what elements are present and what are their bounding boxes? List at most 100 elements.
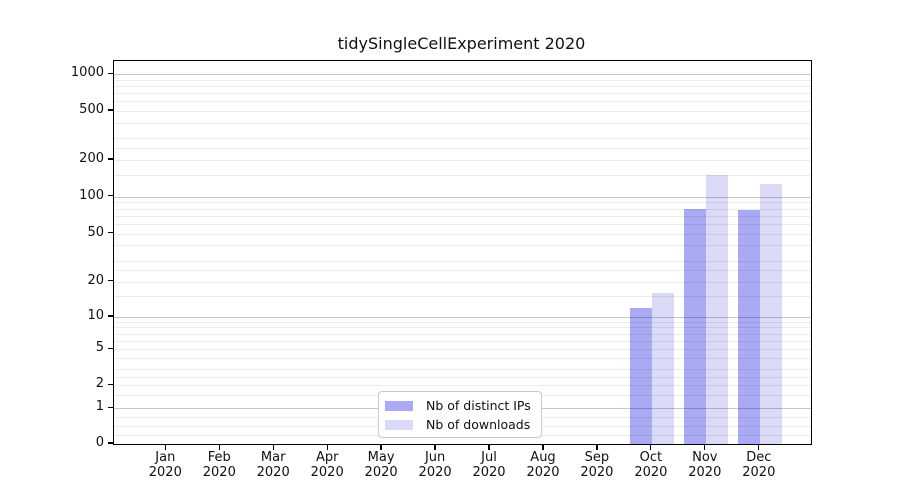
gridline bbox=[114, 138, 811, 140]
x-tick-label: Sep 2020 bbox=[569, 450, 625, 480]
y-tick-label: 1 bbox=[95, 399, 104, 415]
x-tick-mark bbox=[164, 444, 166, 450]
y-tick-mark bbox=[108, 280, 113, 282]
gridline bbox=[114, 175, 811, 177]
y-tick-label: 1000 bbox=[70, 65, 104, 81]
y-tick-mark bbox=[108, 315, 113, 317]
gridline bbox=[114, 260, 811, 262]
gridline bbox=[114, 202, 811, 204]
gridline bbox=[114, 101, 811, 103]
legend-item: Nb of distinct IPs bbox=[385, 396, 533, 415]
x-tick-month: Jul bbox=[481, 450, 497, 465]
y-tick-mark bbox=[108, 232, 113, 234]
x-tick-month: Jan bbox=[155, 450, 176, 465]
chart-title: tidySingleCellExperiment 2020 bbox=[337, 34, 586, 53]
y-tick-label: 200 bbox=[79, 151, 104, 166]
x-tick-label: Apr 2020 bbox=[299, 450, 355, 480]
x-tick-year: 2020 bbox=[580, 465, 614, 480]
x-tick-month: Sep bbox=[584, 450, 610, 465]
x-tick-year: 2020 bbox=[256, 465, 290, 480]
x-tick-year: 2020 bbox=[418, 465, 452, 480]
gridline bbox=[114, 245, 811, 247]
gridline bbox=[114, 296, 811, 298]
bar-distinct-ips-dec bbox=[737, 210, 760, 444]
y-tick-label: 20 bbox=[87, 272, 104, 288]
gridline bbox=[114, 74, 811, 76]
x-tick-year: 2020 bbox=[472, 465, 506, 480]
y-tick-label: 0 bbox=[95, 435, 104, 450]
x-tick-mark bbox=[758, 444, 760, 450]
x-tick-label: Aug 2020 bbox=[515, 450, 571, 480]
gridline bbox=[114, 281, 811, 283]
x-tick-label: Jan 2020 bbox=[137, 450, 193, 480]
legend-item: Nb of downloads bbox=[385, 415, 533, 434]
x-tick-year: 2020 bbox=[634, 465, 668, 480]
gridline bbox=[114, 317, 811, 318]
x-tick-mark bbox=[704, 444, 706, 450]
gridline bbox=[114, 333, 811, 335]
y-tick-mark bbox=[108, 195, 113, 197]
x-tick-month: May bbox=[367, 450, 395, 465]
x-tick-mark bbox=[434, 444, 436, 450]
x-tick-mark bbox=[650, 444, 652, 450]
x-tick-month: Nov bbox=[692, 450, 718, 465]
x-tick-month: Dec bbox=[746, 450, 772, 465]
x-tick-mark bbox=[218, 444, 220, 450]
gridline bbox=[114, 340, 811, 342]
x-tick-month: Mar bbox=[260, 450, 286, 465]
bar-distinct-ips-oct bbox=[629, 307, 652, 444]
x-tick-mark bbox=[272, 444, 274, 450]
x-tick-mark bbox=[488, 444, 490, 450]
legend-label: Nb of distinct IPs bbox=[426, 398, 531, 413]
x-tick-month: Feb bbox=[207, 450, 231, 465]
x-tick-label: Mar 2020 bbox=[245, 450, 301, 480]
y-tick-mark bbox=[108, 72, 113, 74]
x-tick-label: Jul 2020 bbox=[461, 450, 517, 480]
x-tick-label: Jun 2020 bbox=[407, 450, 463, 480]
x-tick-label: May 2020 bbox=[353, 450, 409, 480]
legend-swatch bbox=[385, 419, 413, 430]
x-tick-mark bbox=[542, 444, 544, 450]
gridline bbox=[114, 369, 811, 371]
bar-downloads-dec bbox=[759, 184, 782, 444]
x-tick-mark bbox=[326, 444, 328, 450]
y-tick-mark bbox=[108, 158, 113, 160]
x-tick-year: 2020 bbox=[364, 465, 398, 480]
legend-label: Nb of downloads bbox=[426, 417, 531, 432]
x-tick-year: 2020 bbox=[526, 465, 560, 480]
y-tick-label: 50 bbox=[87, 224, 104, 240]
x-tick-label: Nov 2020 bbox=[677, 450, 733, 480]
y-tick-mark bbox=[108, 406, 113, 408]
x-tick-month: Aug bbox=[530, 450, 556, 465]
y-tick-label: 5 bbox=[95, 340, 104, 356]
gridline bbox=[114, 196, 811, 198]
x-tick-mark bbox=[380, 444, 382, 450]
gridline bbox=[114, 376, 811, 378]
x-tick-mark bbox=[596, 444, 598, 450]
y-tick-label: 100 bbox=[79, 187, 104, 203]
gridline bbox=[114, 148, 811, 150]
gridline bbox=[114, 349, 811, 351]
y-tick-label: 10 bbox=[87, 308, 104, 323]
x-tick-month: Oct bbox=[639, 450, 663, 465]
x-tick-year: 2020 bbox=[310, 465, 344, 480]
x-tick-year: 2020 bbox=[742, 465, 776, 480]
bar-downloads-nov bbox=[705, 175, 728, 444]
gridline bbox=[114, 215, 811, 217]
gridline bbox=[114, 111, 811, 112]
gridline bbox=[114, 160, 811, 161]
bar-downloads-oct bbox=[651, 293, 674, 444]
y-tick-mark bbox=[108, 383, 113, 385]
x-tick-label: Dec 2020 bbox=[731, 450, 787, 480]
gridline bbox=[114, 86, 811, 88]
gridline bbox=[114, 270, 811, 271]
gridline bbox=[114, 224, 811, 225]
gridline bbox=[114, 385, 811, 387]
gridline bbox=[114, 358, 811, 360]
legend: Nb of distinct IPs Nb of downloads bbox=[378, 391, 542, 438]
x-tick-label: Feb 2020 bbox=[191, 450, 247, 480]
y-tick-label: 2 bbox=[95, 376, 104, 392]
gridline bbox=[114, 79, 811, 81]
gridline bbox=[114, 321, 811, 323]
